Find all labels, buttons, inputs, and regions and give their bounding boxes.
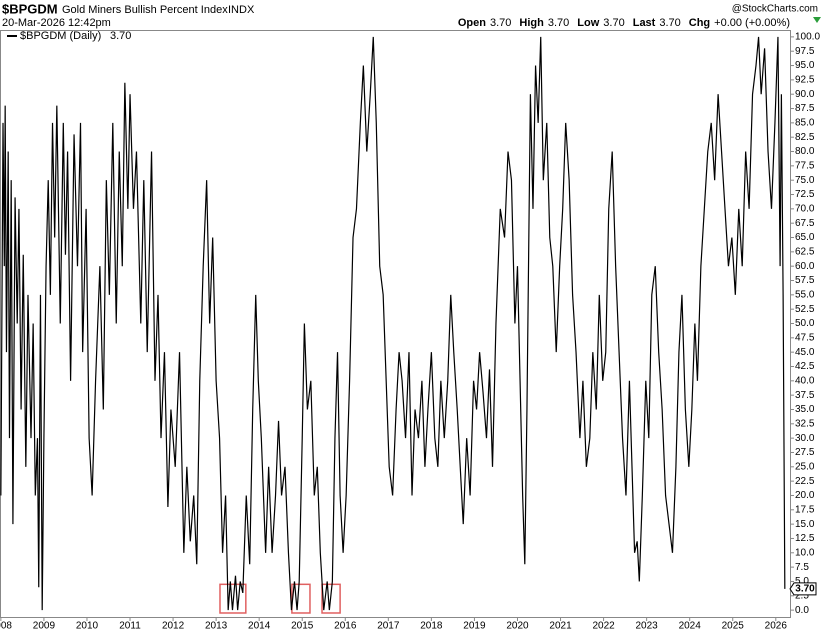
x-tick-label: 2017 [377, 621, 400, 632]
x-tick-label: 2020 [506, 621, 529, 632]
y-tick-label: 5.0 [795, 576, 809, 587]
x-tick-label: 2023 [636, 621, 659, 632]
y-tick-label: 92.5 [795, 75, 815, 86]
y-tick-label: 72.5 [795, 189, 815, 200]
y-tick-label: 100.0 [795, 32, 820, 43]
y-tick-label: 30.0 [795, 433, 815, 444]
exchange: INDX [228, 4, 255, 16]
highlight-box [219, 583, 247, 614]
quote-label: Open [458, 17, 486, 29]
y-tick-label: 35.0 [795, 404, 815, 415]
y-tick-label: 55.0 [795, 289, 815, 300]
x-tick-label: 2014 [248, 621, 271, 632]
y-tick-label: 47.5 [795, 332, 815, 343]
y-tick-label: 2.5 [795, 590, 809, 601]
x-tick-label: 2010 [76, 621, 99, 632]
quote-value: 3.70 [548, 17, 569, 29]
y-tick-label: 52.5 [795, 304, 815, 315]
legend-value: 3.70 [110, 30, 131, 42]
source: @StockCharts.com [732, 4, 818, 15]
quote-label: High [519, 17, 544, 29]
x-tick-label: 2022 [592, 621, 615, 632]
y-tick-label: 62.5 [795, 246, 815, 257]
y-tick-label: 85.0 [795, 118, 815, 129]
y-tick-label: 77.5 [795, 160, 815, 171]
legend-label: $BPGDM (Daily) [20, 30, 101, 42]
x-tick-label: 2012 [162, 621, 185, 632]
x-tick-label: 2025 [722, 621, 745, 632]
y-tick-label: 87.5 [795, 103, 815, 114]
x-tick-label: 2016 [334, 621, 357, 632]
y-tick-label: 27.5 [795, 447, 815, 458]
y-tick-label: 32.5 [795, 418, 815, 429]
y-tick-label: 15.0 [795, 519, 815, 530]
y-tick-label: 60.0 [795, 261, 815, 272]
y-tick-label: 22.5 [795, 476, 815, 487]
x-tick-label: 2013 [205, 621, 228, 632]
quote-value: +0.00 (+0.00%) [714, 17, 790, 29]
y-tick-label: 75.0 [795, 175, 815, 186]
change-arrow [813, 17, 821, 23]
quote-value: 3.70 [659, 17, 680, 29]
highlight-box [321, 583, 341, 614]
x-tick-label: 2024 [679, 621, 702, 632]
y-tick-label: 17.5 [795, 504, 815, 515]
x-tick-label: 2011 [119, 621, 141, 632]
x-tick-label: 2018 [420, 621, 443, 632]
y-tick-label: 25.0 [795, 461, 815, 472]
x-tick-label: 2009 [33, 621, 56, 632]
chart-title: Gold Miners Bullish Percent Index [62, 4, 228, 16]
quote-label: Chg [689, 17, 710, 29]
y-tick-label: 67.5 [795, 218, 815, 229]
y-tick-label: 65.0 [795, 232, 815, 243]
price-line [0, 36, 786, 611]
x-tick-label: 2021 [549, 621, 572, 632]
y-tick-label: 97.5 [795, 46, 815, 57]
date: 20-Mar-2026 12:42pm [2, 17, 111, 29]
y-tick-label: 42.5 [795, 361, 815, 372]
last-pointer [789, 582, 817, 596]
y-tick-label: 80.0 [795, 146, 815, 157]
y-tick-label: 57.5 [795, 275, 815, 286]
y-tick-label: 40.0 [795, 375, 815, 386]
y-tick-label: 0.0 [795, 605, 809, 616]
y-tick-label: 12.5 [795, 533, 815, 544]
highlight-box [291, 583, 311, 614]
y-tick-label: 45.0 [795, 347, 815, 358]
y-tick-label: 7.5 [795, 562, 809, 573]
y-tick-label: 90.0 [795, 89, 815, 100]
quote-label: Last [633, 17, 656, 29]
quote-label: Low [577, 17, 599, 29]
quote-value: 3.70 [490, 17, 511, 29]
symbol: $BPGDM [2, 1, 58, 16]
y-tick-label: 70.0 [795, 203, 815, 214]
y-tick-label: 37.5 [795, 390, 815, 401]
y-tick-label: 10.0 [795, 547, 815, 558]
y-tick-label: 95.0 [795, 60, 815, 71]
y-tick-label: 82.5 [795, 132, 815, 143]
last-value-label: 3.70 [795, 584, 815, 595]
y-tick-label: 50.0 [795, 318, 815, 329]
x-tick-label: 2026 [765, 621, 788, 632]
x-tick-label: 2015 [291, 621, 314, 632]
quote-value: 3.70 [603, 17, 624, 29]
x-tick-label: 2019 [463, 621, 486, 632]
x-tick-label: 2008 [0, 621, 12, 632]
y-tick-label: 20.0 [795, 490, 815, 501]
